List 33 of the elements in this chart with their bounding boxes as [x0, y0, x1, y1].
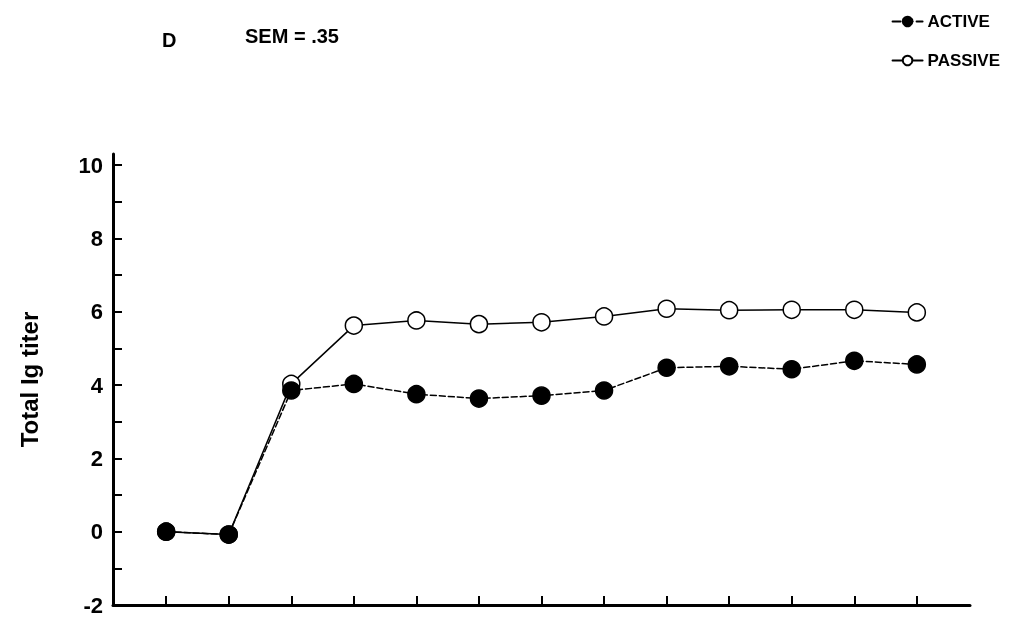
point [282, 381, 301, 400]
point [344, 374, 364, 394]
point [594, 307, 614, 326]
point [907, 303, 927, 322]
point [719, 300, 739, 320]
point [407, 311, 426, 330]
point [907, 355, 927, 374]
y-tick-label: 10 [78, 152, 103, 178]
point [407, 384, 426, 404]
point [469, 389, 489, 408]
point [657, 358, 676, 378]
y-tick-label: 8 [90, 225, 103, 251]
legend-label: PASSIVE [927, 51, 1000, 70]
y-tick-label: 2 [90, 445, 103, 471]
legend-label: ACTIVE [927, 12, 990, 31]
point [469, 314, 489, 334]
chart-title: D [162, 29, 177, 51]
y-axis-title: Total Ig titer [15, 311, 43, 448]
y-tick-label: -2 [83, 592, 103, 618]
point [344, 316, 364, 335]
point [532, 386, 551, 405]
point [657, 299, 676, 318]
y-tick-label: 0 [90, 519, 103, 545]
y-tick-label: 6 [90, 299, 103, 325]
point [845, 351, 864, 371]
point [594, 381, 614, 400]
text: SEM = .35 [245, 25, 339, 47]
point [719, 357, 739, 376]
y-tick-label: 4 [90, 372, 104, 398]
point [782, 359, 801, 379]
point [845, 300, 864, 320]
point [782, 300, 801, 320]
point [532, 313, 551, 332]
